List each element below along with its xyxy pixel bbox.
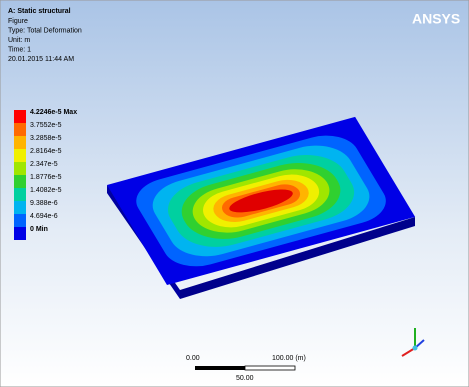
legend-label: 9.388e-6 (30, 200, 58, 207)
header-line: Figure (8, 18, 28, 25)
scale-end: 100.00 (m) (272, 355, 306, 362)
legend-label: 3.7552e-5 (30, 122, 62, 129)
legend-label: 2.8164e-5 (30, 148, 62, 155)
legend-swatches (14, 110, 26, 240)
scale-start: 0.00 (186, 355, 200, 362)
logo: ANSYS (412, 11, 460, 27)
scale-middle: 50.00 (236, 375, 254, 382)
header-line: Unit: m (8, 37, 30, 44)
legend-label: 0 Min (30, 226, 48, 233)
header-line: Type: Total Deformation (8, 27, 82, 34)
title: A: Static structural (8, 8, 71, 15)
legend-label: 1.8776e-5 (30, 174, 62, 181)
legend-label: 4.694e-6 (30, 213, 58, 220)
scale-bar (195, 366, 295, 370)
viewport: A: Static structural Figure Type: Total D… (0, 0, 469, 387)
legend-label: 2.347e-5 (30, 161, 58, 168)
header-line: Time: 1 (8, 46, 31, 53)
legend-label: 3.2858e-5 (30, 135, 62, 142)
legend-label: 1.4082e-5 (30, 187, 62, 194)
header-line: 20.01.2015 11:44 AM (8, 56, 74, 63)
legend-label: 4.2246e-5 Max (30, 109, 77, 116)
